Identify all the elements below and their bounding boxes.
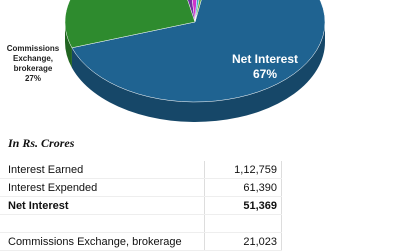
spacer-row: [0, 214, 282, 233]
pie-slice: [191, 0, 197, 23]
pie-slice: [194, 0, 202, 23]
pie-slice: [64, 0, 196, 49]
slice-label: Commissions Exchange, brokerage 27%: [0, 44, 66, 84]
cell: Interest Earned: [0, 161, 205, 179]
value-label: 67%: [252, 67, 278, 81]
pie-slice: [187, 0, 196, 23]
category-label: Commissions Exchange, brokerage: [6, 44, 60, 73]
pie-slice-side: [71, 22, 325, 122]
cell: Interest Expended: [0, 178, 205, 197]
table-heading: In Rs. Crores: [8, 136, 75, 150]
data-table: Interest Earned 1,12,759 Interest Expende…: [0, 161, 282, 251]
row: Interest Earned 1,12,759: [0, 161, 282, 179]
row: Commissions Exchange, brokerage 21,023: [0, 232, 282, 251]
category-label: Net Interest: [231, 52, 299, 66]
value-label: 27%: [24, 74, 41, 83]
slice-label: Net Interest 67%: [200, 52, 330, 82]
cell: 21,023: [204, 232, 282, 251]
cell: 51,369: [204, 196, 282, 215]
cell: Net Interest: [0, 196, 205, 215]
cell: 1,12,759: [204, 161, 282, 179]
pie-chart: [64, 0, 326, 122]
pie-slice: [71, 0, 326, 103]
cell: Commissions Exchange, brokerage: [0, 232, 205, 251]
row: Interest Expended 61,390: [0, 178, 282, 197]
cell: 61,390: [204, 178, 282, 197]
pie-slice-side: [65, 22, 72, 68]
row: Net Interest 51,369: [0, 196, 282, 215]
